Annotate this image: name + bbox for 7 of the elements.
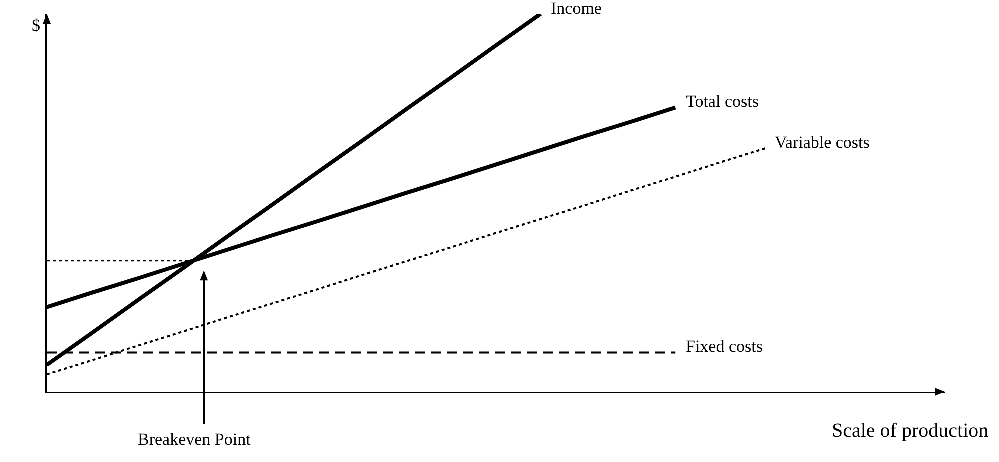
series-label: Fixed costs <box>686 337 763 356</box>
series-label: Variable costs <box>775 133 870 152</box>
x-axis-title: Scale of production <box>832 420 989 442</box>
series-label: Income <box>551 0 602 18</box>
text: Breakeven Point <box>138 430 252 449</box>
series-label: Total costs <box>686 92 759 111</box>
y-axis-title: $ <box>32 16 40 35</box>
